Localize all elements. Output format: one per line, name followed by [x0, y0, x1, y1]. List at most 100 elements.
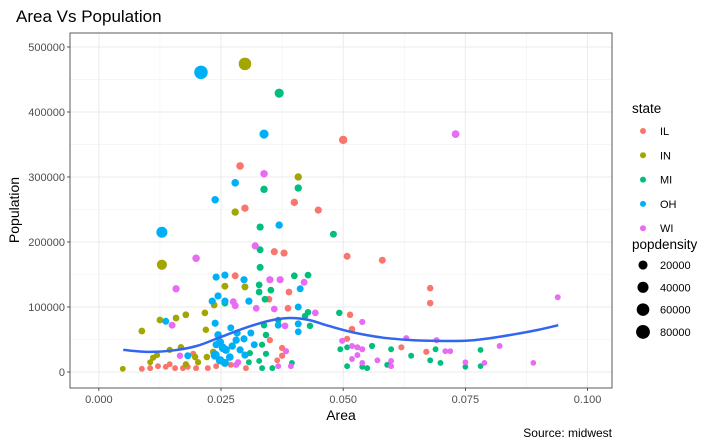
data-point-wi	[530, 360, 537, 366]
data-point-il	[426, 284, 434, 292]
data-point-il	[266, 337, 274, 344]
data-point-il	[338, 135, 348, 145]
data-point-il	[236, 162, 244, 170]
data-point-oh	[184, 352, 192, 360]
data-point-oh	[231, 179, 239, 187]
legend-key-oh	[640, 200, 646, 207]
x-tick-label: 0.000	[85, 394, 113, 406]
data-point-il	[426, 299, 434, 307]
data-point-il	[166, 361, 173, 368]
data-point-oh	[240, 276, 248, 284]
data-point-oh	[194, 65, 208, 80]
data-point-il	[284, 304, 292, 312]
y-axis: 0 100000 200000 300000 400000 500000	[28, 42, 70, 379]
data-point-in	[119, 365, 126, 372]
x-tick-label: 0.075	[452, 394, 480, 406]
data-point-mi	[267, 286, 275, 294]
data-point-mi	[427, 357, 434, 364]
data-point-mi	[262, 350, 270, 357]
data-point-mi	[294, 184, 302, 192]
data-point-mi	[256, 263, 264, 271]
data-point-wi	[260, 169, 268, 178]
data-point-wi	[481, 360, 488, 366]
data-point-oh	[294, 328, 302, 336]
data-point-il	[231, 272, 239, 280]
legend-label-oh: OH	[660, 199, 677, 211]
data-point-il	[213, 363, 220, 370]
data-point-wi	[168, 321, 176, 329]
data-point-oh	[208, 297, 216, 305]
data-point-wi	[354, 344, 361, 351]
data-point-wi	[270, 305, 278, 313]
data-point-in	[294, 173, 302, 181]
data-point-oh	[221, 297, 229, 305]
size-legend-label: 80000	[660, 327, 691, 339]
data-point-wi	[172, 285, 180, 293]
y-tick-label: 200000	[28, 237, 65, 249]
data-point-in	[138, 327, 146, 335]
chart-title: Area Vs Population	[16, 7, 162, 26]
size-legend-key	[638, 260, 648, 270]
data-point-il	[193, 365, 200, 372]
y-tick-label: 300000	[28, 172, 65, 184]
data-point-oh	[247, 329, 255, 337]
data-point-wi	[554, 294, 561, 301]
data-point-wi	[388, 358, 395, 364]
data-point-wi	[442, 348, 449, 355]
data-point-wi	[300, 278, 308, 286]
size-legend-label: 60000	[660, 305, 691, 317]
data-point-il	[423, 348, 430, 355]
legend-label-mi: MI	[660, 175, 672, 187]
y-tick-label: 0	[59, 367, 65, 379]
legend-key-il	[640, 128, 646, 134]
data-point-wi	[349, 356, 355, 362]
size-legend-key	[637, 281, 649, 293]
data-point-oh	[241, 351, 249, 359]
data-point-wi	[266, 276, 274, 284]
data-point-oh	[210, 350, 220, 360]
data-point-mi	[259, 365, 266, 372]
x-axis: 0.000 0.025 0.050 0.075 0.100	[85, 388, 601, 406]
data-point-oh	[227, 324, 235, 332]
data-point-il	[227, 361, 234, 368]
state-legend-title: state	[632, 101, 661, 116]
data-point-mi	[364, 365, 371, 372]
x-axis-label: Area	[326, 407, 356, 423]
data-point-mi	[408, 352, 415, 359]
data-point-in	[238, 57, 252, 71]
x-tick-label: 0.025	[207, 394, 235, 406]
data-point-oh	[250, 341, 258, 349]
data-point-wi	[252, 304, 260, 312]
data-point-il	[270, 248, 278, 256]
data-point-mi	[336, 309, 343, 317]
data-point-wi	[192, 254, 200, 263]
data-point-in	[221, 282, 229, 290]
data-point-mi	[290, 272, 298, 280]
data-point-mi	[260, 185, 268, 194]
data-point-mi	[368, 342, 376, 350]
data-point-il	[138, 365, 145, 372]
y-tick-label: 500000	[28, 42, 65, 54]
data-point-il	[343, 252, 351, 260]
data-point-wi	[231, 302, 239, 310]
data-point-wi	[275, 363, 282, 370]
data-point-wi	[354, 352, 361, 359]
data-point-mi	[258, 341, 266, 348]
data-point-oh	[296, 285, 304, 293]
data-point-in	[231, 208, 239, 216]
data-point-wi	[282, 348, 290, 355]
data-point-wi	[359, 346, 366, 353]
data-point-in	[153, 351, 161, 359]
data-point-wi	[359, 359, 366, 366]
data-point-wi	[339, 337, 346, 344]
data-point-mi	[262, 331, 270, 339]
data-point-wi	[276, 276, 284, 284]
data-point-oh	[218, 343, 228, 353]
data-point-in	[172, 314, 180, 322]
data-point-oh	[236, 346, 244, 354]
data-point-mi	[462, 363, 469, 370]
data-point-in	[201, 309, 209, 317]
data-point-wi	[281, 322, 289, 330]
